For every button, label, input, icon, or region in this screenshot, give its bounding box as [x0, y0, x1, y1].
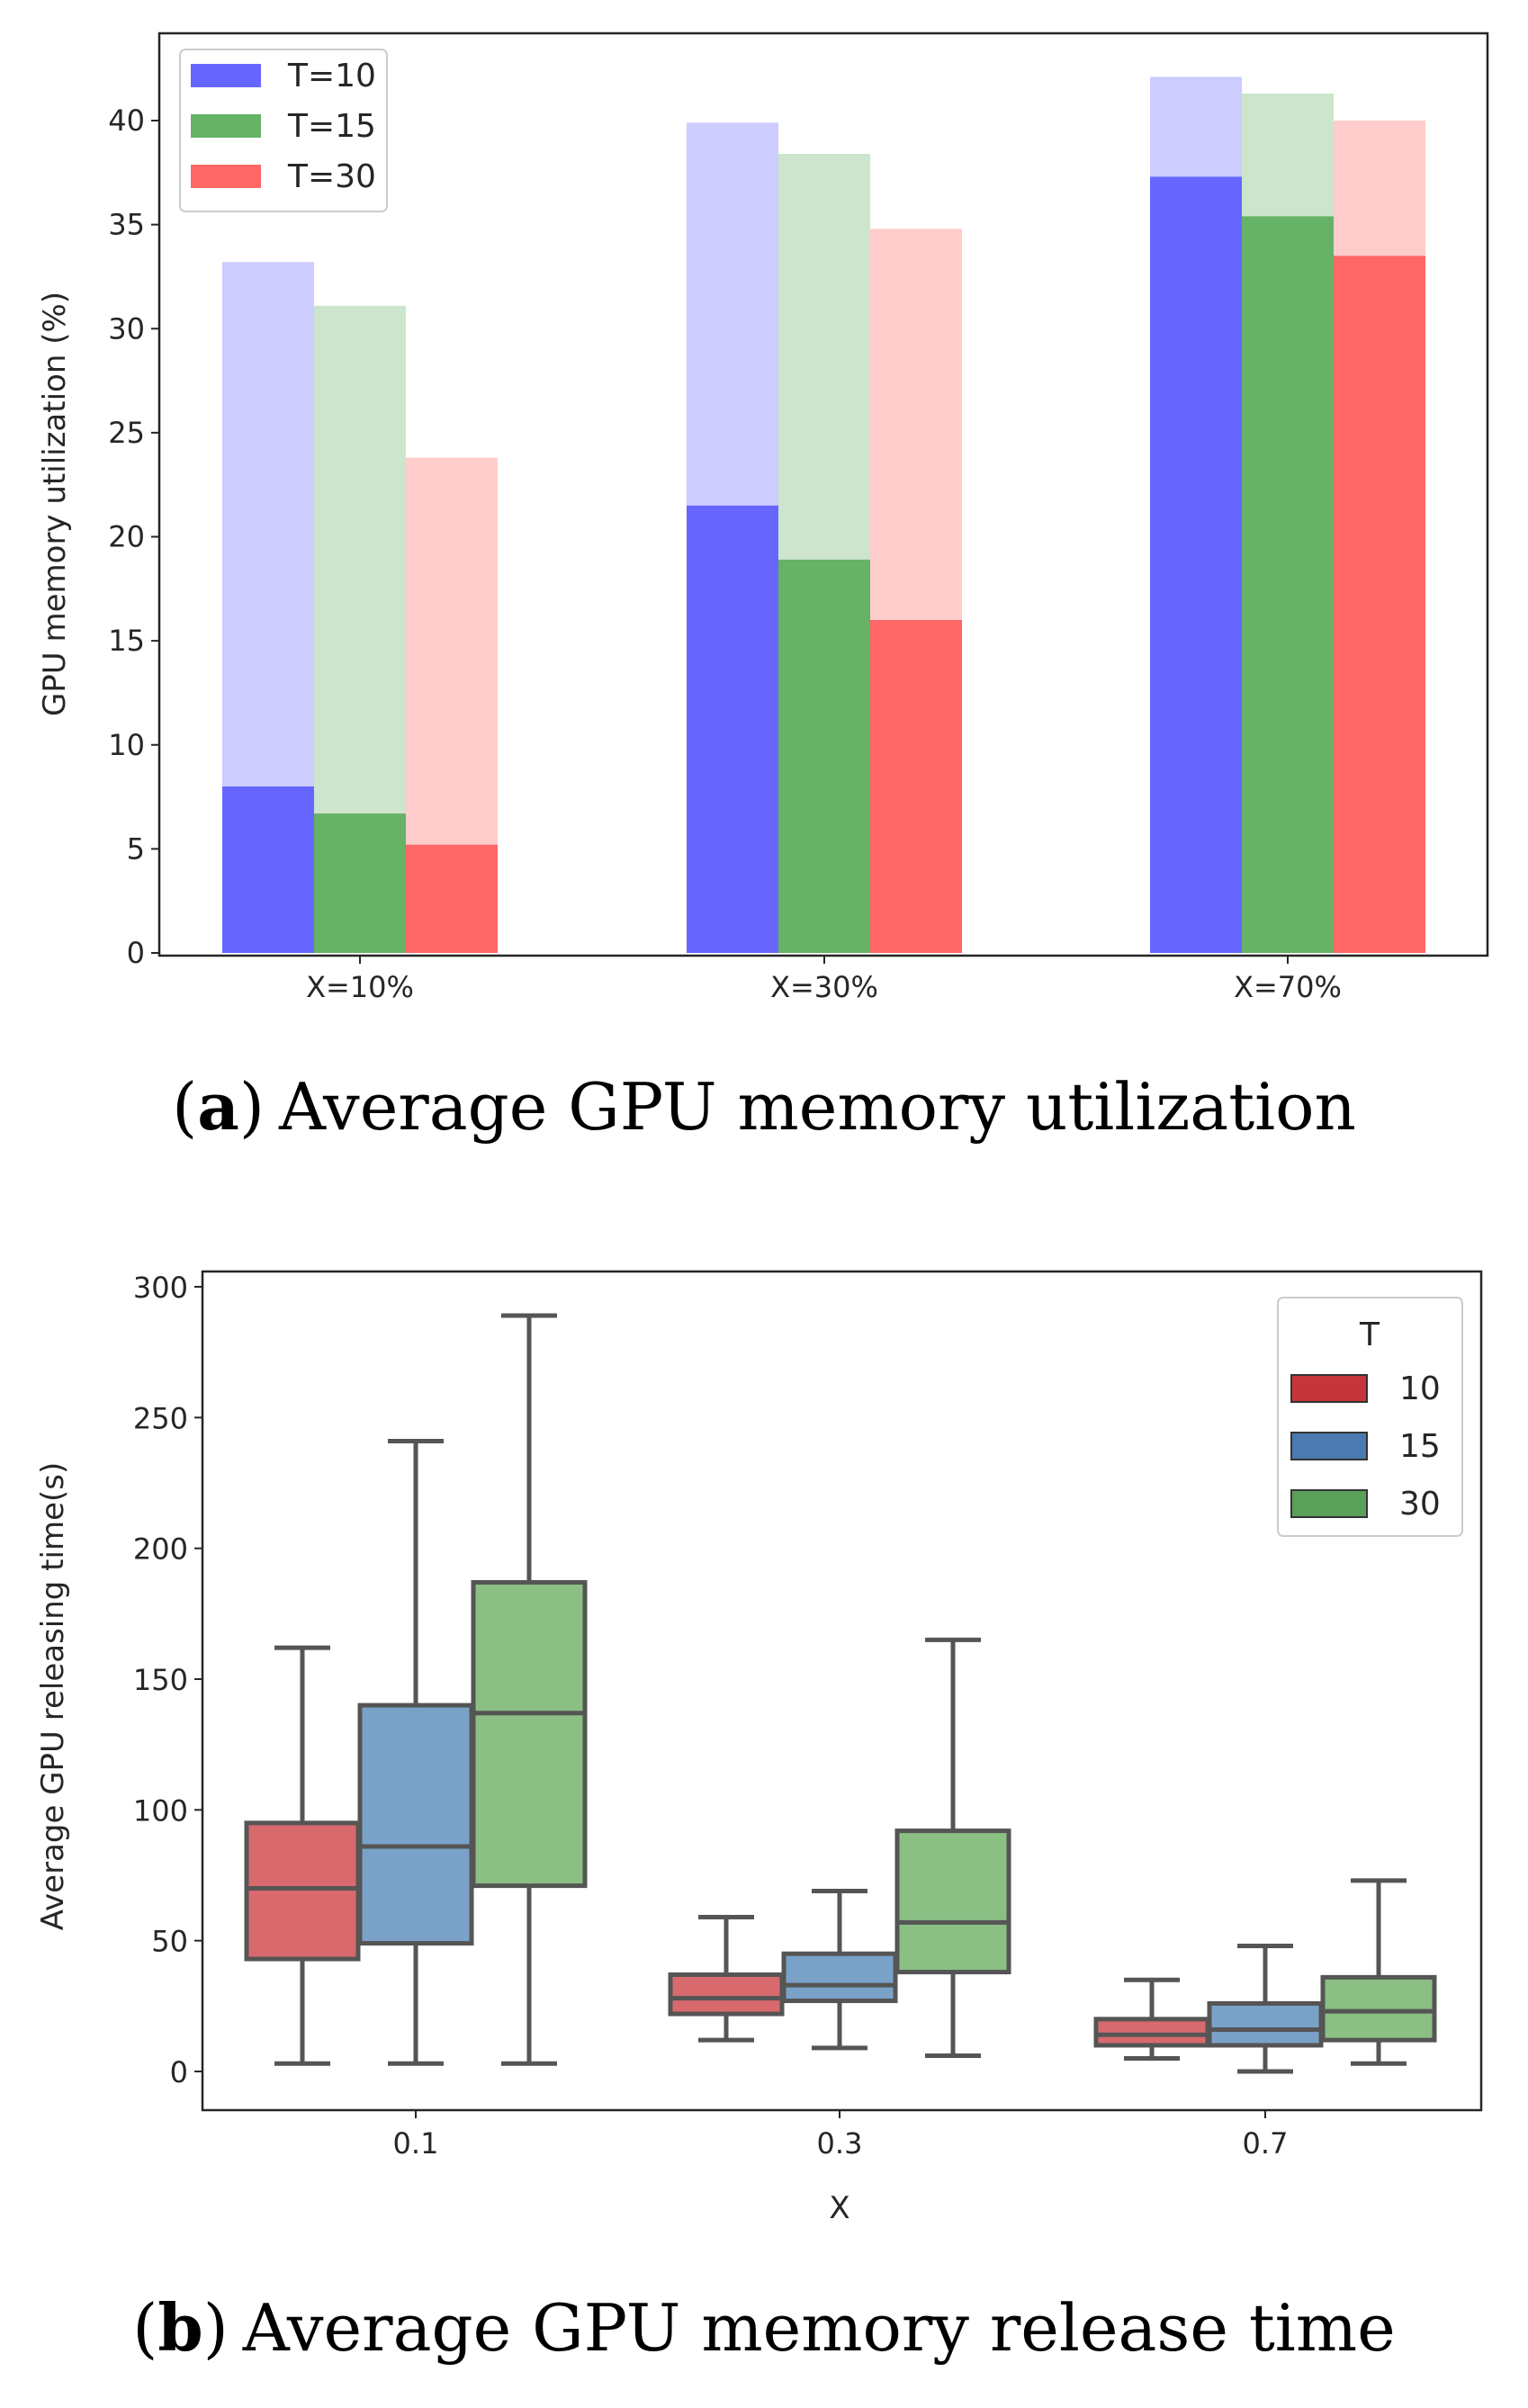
bar-avg-t30-x30	[870, 620, 962, 953]
panel-b-xtick-label: 0.7	[1243, 2126, 1289, 2161]
panel-a-y-axis-label: GPU memory utilization (%)	[37, 292, 73, 716]
panel-a-bars	[222, 76, 1425, 953]
panel-b-legend-frame	[1277, 1297, 1463, 1537]
panel-a-legend: T=10 T=15 T=30	[179, 49, 388, 212]
panel-b-x-ticks: 0.1 0.3 0.7	[393, 2110, 1289, 2161]
panel-b-xtick-label: 0.3	[817, 2126, 863, 2161]
panel-b-y-axis-label: Average GPU releasing time(s)	[35, 1462, 71, 1930]
bar-avg-t30-x70	[1334, 256, 1425, 953]
panel-b-ytick-label: 250	[133, 1401, 188, 1435]
panel-a-legend-swatch	[191, 165, 261, 188]
bar-avg-t15-x10	[314, 813, 406, 953]
bar-avg-t15-x70	[1242, 216, 1334, 953]
panel-a-caption: (a) Average GPU memory utilization	[172, 1068, 1356, 1145]
panel-b-axes-frame	[201, 1270, 1483, 2112]
box-t30-x03	[894, 1828, 1011, 1975]
panel-b-ytick-label: 300	[133, 1271, 188, 1305]
box-t30-x01	[471, 1579, 588, 1889]
panel-b-x-axis-label: X	[829, 2190, 849, 2226]
bar-avg-t10-x30	[687, 505, 778, 953]
panel-b-legend: T 10 15 30	[1277, 1297, 1463, 1537]
panel-a-ytick-label: 20	[108, 520, 145, 554]
box-t10-x01	[244, 1820, 361, 1962]
panel-a-y-ticks: 0 5 10 15 20 25 30 35 40	[108, 103, 159, 970]
panel-b-caption: (b) Average GPU memory release time	[132, 2289, 1395, 2366]
panel-b-y-ticks: 0 50 100 150 200 250 300	[133, 1271, 202, 2089]
box-t30-x07	[1320, 1974, 1437, 2043]
panel-b-legend-label: 15	[1399, 1428, 1441, 1465]
panel-a-ytick-label: 25	[108, 416, 145, 450]
box-t15-x03	[781, 1951, 898, 2004]
panel-a-xtick-label: X=30%	[770, 970, 878, 1004]
panel-b-ytick-label: 200	[133, 1532, 188, 1567]
panel-a-legend-swatch	[191, 64, 261, 87]
panel-a-ytick-label: 30	[108, 311, 145, 346]
box-t15-x07	[1207, 2000, 1324, 2048]
panel-a-xtick-label: X=10%	[306, 970, 414, 1004]
bar-avg-t10-x70	[1150, 176, 1242, 953]
panel-a-legend-label: T=15	[287, 108, 376, 145]
box-t10-x07	[1093, 2017, 1210, 2048]
panel-b-legend-label: 30	[1399, 1486, 1441, 1523]
panel-b-legend-label: 10	[1399, 1370, 1441, 1407]
bar-avg-t10-x10	[222, 786, 314, 953]
panel-a-ytick-label: 10	[108, 728, 145, 762]
panel-b-ytick-label: 50	[151, 1925, 188, 1959]
panel-a-legend-label: T=10	[287, 58, 376, 94]
panel-b-ytick-label: 0	[170, 2055, 188, 2089]
box-t10-x03	[668, 1972, 785, 2017]
panel-b-ytick-label: 150	[133, 1663, 188, 1697]
panel-a-xtick-label: X=70%	[1234, 970, 1342, 1004]
panel-a-ytick-label: 0	[127, 936, 145, 970]
panel-b-legend-swatch	[1290, 1432, 1368, 1460]
bar-avg-t15-x30	[778, 559, 870, 953]
panel-b-box-plot: 0 50 100 150 200 250 300 0.1 0.3 0.7 Average GPU…	[35, 1270, 1483, 2366]
panel-a-legend-swatch	[191, 114, 261, 138]
panel-a-x-ticks: X=10% X=30% X=70%	[306, 956, 1342, 1004]
panel-b-xtick-label: 0.1	[393, 2126, 439, 2161]
panel-b-ytick-label: 100	[133, 1793, 188, 1828]
panel-a-legend-label: T=30	[287, 158, 376, 195]
panel-a-ytick-label: 35	[108, 208, 145, 242]
bar-avg-t30-x10	[406, 844, 498, 953]
box-t15-x01	[357, 1703, 474, 1946]
panel-a-ytick-label: 5	[127, 831, 145, 866]
panel-b-legend-swatch	[1290, 1374, 1368, 1403]
panel-a-ytick-label: 15	[108, 624, 145, 658]
panel-b-legend-swatch	[1290, 1489, 1368, 1518]
panel-a-bar-chart: 0 5 10 15 20 25 30 35 40 X=10% X=30% X=70% GPU mem…	[37, 31, 1489, 1145]
panel-b-boxes	[244, 1313, 1437, 2074]
panel-b-legend-title: T	[1359, 1316, 1380, 1353]
panel-a-ytick-label: 40	[108, 103, 145, 138]
